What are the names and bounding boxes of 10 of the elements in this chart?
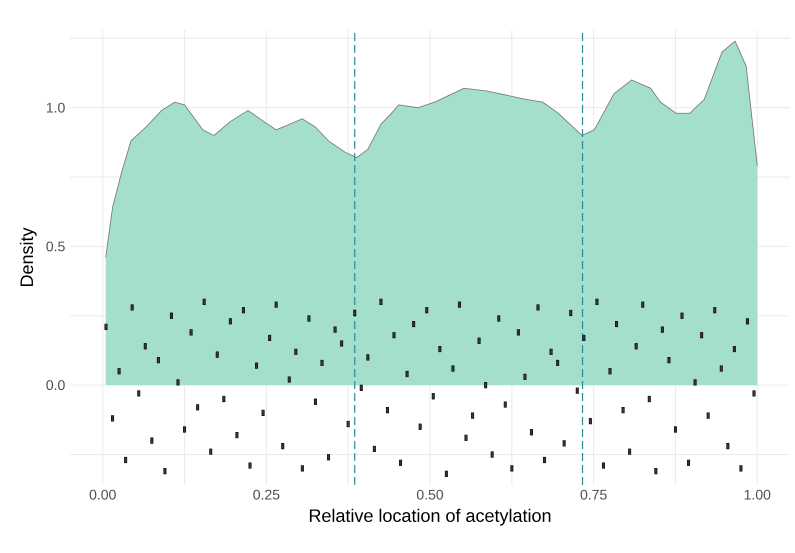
y-tick-label: 0.0 (46, 380, 65, 390)
x-tick-label: 0.25 (253, 490, 280, 500)
x-tick-label: 1.00 (744, 490, 770, 500)
y-tick-label: 0.5 (46, 241, 65, 252)
x-tick-label: 0.50 (416, 490, 444, 500)
y-tick-label: 1.0 (46, 102, 65, 113)
y-axis-title: Density (20, 228, 37, 286)
x-axis-title: Relative location of acetylation (310, 508, 550, 526)
x-tick-label: 0.00 (90, 490, 116, 500)
x-tick-label: 0.75 (580, 490, 607, 500)
